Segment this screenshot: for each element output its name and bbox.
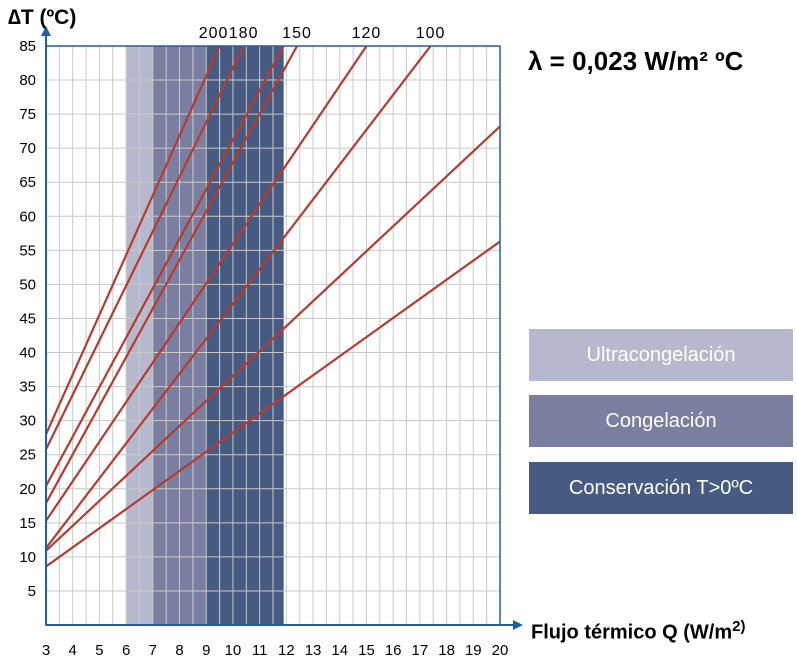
x-tick-label: 19	[465, 642, 482, 659]
series-line-150	[46, 46, 298, 504]
series-line-unlabeled-6	[46, 125, 500, 552]
y-tick-label: 65	[19, 174, 36, 191]
series-line-180	[46, 46, 245, 450]
series-line-unlabeled-2	[46, 46, 285, 487]
y-tick-label: 85	[19, 38, 36, 55]
y-tick-label: 35	[19, 379, 36, 396]
band-2	[206, 46, 284, 625]
series-label-180: 180	[229, 25, 259, 42]
x-tick-label: 15	[358, 642, 375, 659]
x-tick-label: 8	[175, 642, 183, 659]
y-tick-label: 75	[19, 106, 36, 123]
y-tick-label: 40	[19, 345, 36, 362]
y-tick-label: 45	[19, 310, 36, 327]
x-tick-label: 10	[225, 642, 242, 659]
y-tick-label: 55	[19, 242, 36, 259]
x-tick-label: 9	[202, 642, 210, 659]
y-tick-label: 15	[19, 515, 36, 532]
x-tick-label: 13	[305, 642, 322, 659]
x-axis-label-sup: 2)	[732, 618, 746, 635]
series-line-120	[46, 46, 368, 522]
x-tick-label: 20	[492, 642, 509, 659]
y-tick-label: 70	[19, 140, 36, 157]
y-tick-label: 50	[19, 276, 36, 293]
x-tick-label: 7	[149, 642, 157, 659]
y-tick-label: 20	[19, 481, 36, 498]
x-tick-label: 5	[95, 642, 103, 659]
series-line-200	[46, 46, 221, 435]
legend-congelacion: Congelación	[529, 395, 793, 447]
legend-congelacion-label: Congelación	[605, 409, 717, 432]
x-tick-label: 11	[252, 642, 268, 659]
x-tick-label: 17	[412, 642, 429, 659]
legend-ultracongelacion-label: Ultracongelación	[586, 343, 736, 366]
x-tick-label: 4	[69, 642, 77, 659]
y-tick-label: 5	[28, 583, 36, 600]
lambda-annotation: λ = 0,023 W/m² ºC	[528, 46, 744, 76]
y-tick-label: 80	[19, 72, 36, 89]
legend-conservacion: Conservación T>0ºC	[529, 462, 793, 514]
series-label-120: 120	[352, 25, 382, 42]
y-tick-label: 30	[19, 413, 36, 430]
series-line-100	[46, 46, 432, 549]
x-tick-label: 18	[438, 642, 455, 659]
y-tick-label: 10	[19, 549, 36, 566]
x-tick-label: 14	[331, 642, 348, 659]
series-label-200: 200	[199, 25, 229, 42]
x-tick-label: 3	[42, 642, 50, 659]
series-label-150: 150	[282, 25, 312, 42]
x-tick-label: 16	[385, 642, 402, 659]
y-tick-label: 60	[19, 208, 36, 225]
legend-ultracongelacion: Ultracongelación	[529, 329, 793, 381]
series-label-100: 100	[416, 25, 446, 42]
series-line-unlabeled-7	[46, 240, 500, 568]
y-axis-label: ∆T (ºC)	[8, 6, 77, 29]
x-axis-label: Flujo térmico Q (W/m2)	[531, 618, 745, 645]
x-tick-label: 6	[122, 642, 130, 659]
x-tick-label: 12	[278, 642, 295, 659]
y-tick-label: 25	[19, 447, 36, 464]
x-axis-label-text: Flujo térmico Q (W/m	[531, 621, 733, 644]
legend-conservacion-label: Conservación T>0ºC	[568, 476, 754, 499]
